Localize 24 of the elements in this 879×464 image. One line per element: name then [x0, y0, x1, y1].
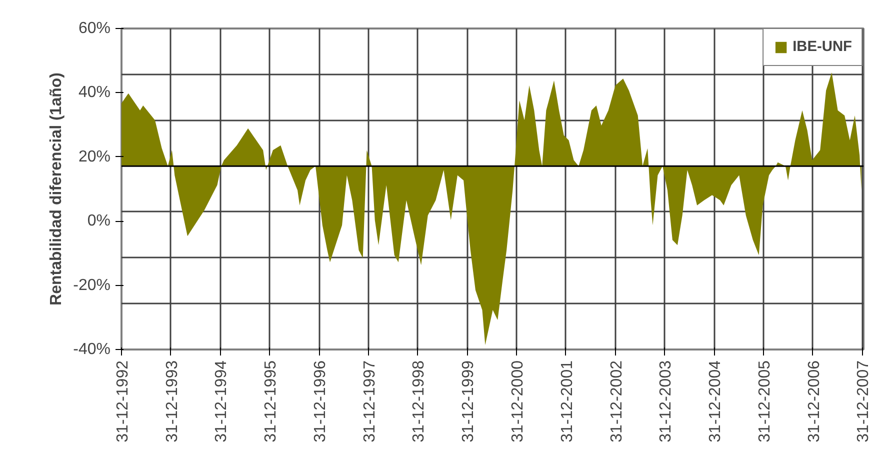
- x-tick-label: 31-12-2002: [608, 360, 626, 442]
- y-tick-label: 40%: [78, 84, 111, 102]
- x-tick-label: 31-12-2006: [806, 360, 823, 442]
- x-tick-label: 31-12-1992: [114, 360, 132, 442]
- x-tick-label: 31-12-1995: [262, 360, 280, 442]
- legend-label: IBE-UNF: [792, 39, 852, 55]
- x-tick-label: 31-12-1993: [164, 360, 181, 442]
- x-tick-label: 31-12-2003: [658, 360, 675, 442]
- x-tick-label: 31-12-2007: [855, 360, 872, 442]
- x-tick-label: 31-12-2005: [756, 360, 774, 442]
- y-tick-label: 60%: [78, 20, 111, 37]
- y-tick-label: -20%: [73, 276, 111, 294]
- x-tick-label: 31-12-2001: [558, 360, 576, 442]
- y-tick-label: 0%: [87, 212, 110, 230]
- x-tick-label: 31-12-2000: [510, 360, 527, 442]
- x-tick-label: 31-12-1999: [460, 360, 478, 442]
- x-tick-label: 31-12-1998: [410, 360, 428, 442]
- y-tick-label: -40%: [73, 341, 111, 358]
- x-tick-label: 31-12-2004: [707, 360, 724, 442]
- y-axis-title: Rentabilidad diferencial (1año): [48, 72, 66, 306]
- x-tick-label: 31-12-1996: [312, 360, 330, 442]
- x-tick-label: 31-12-1994: [213, 360, 230, 442]
- x-tick-label: 31-12-1997: [361, 360, 378, 442]
- y-tick-label: 20%: [78, 148, 111, 166]
